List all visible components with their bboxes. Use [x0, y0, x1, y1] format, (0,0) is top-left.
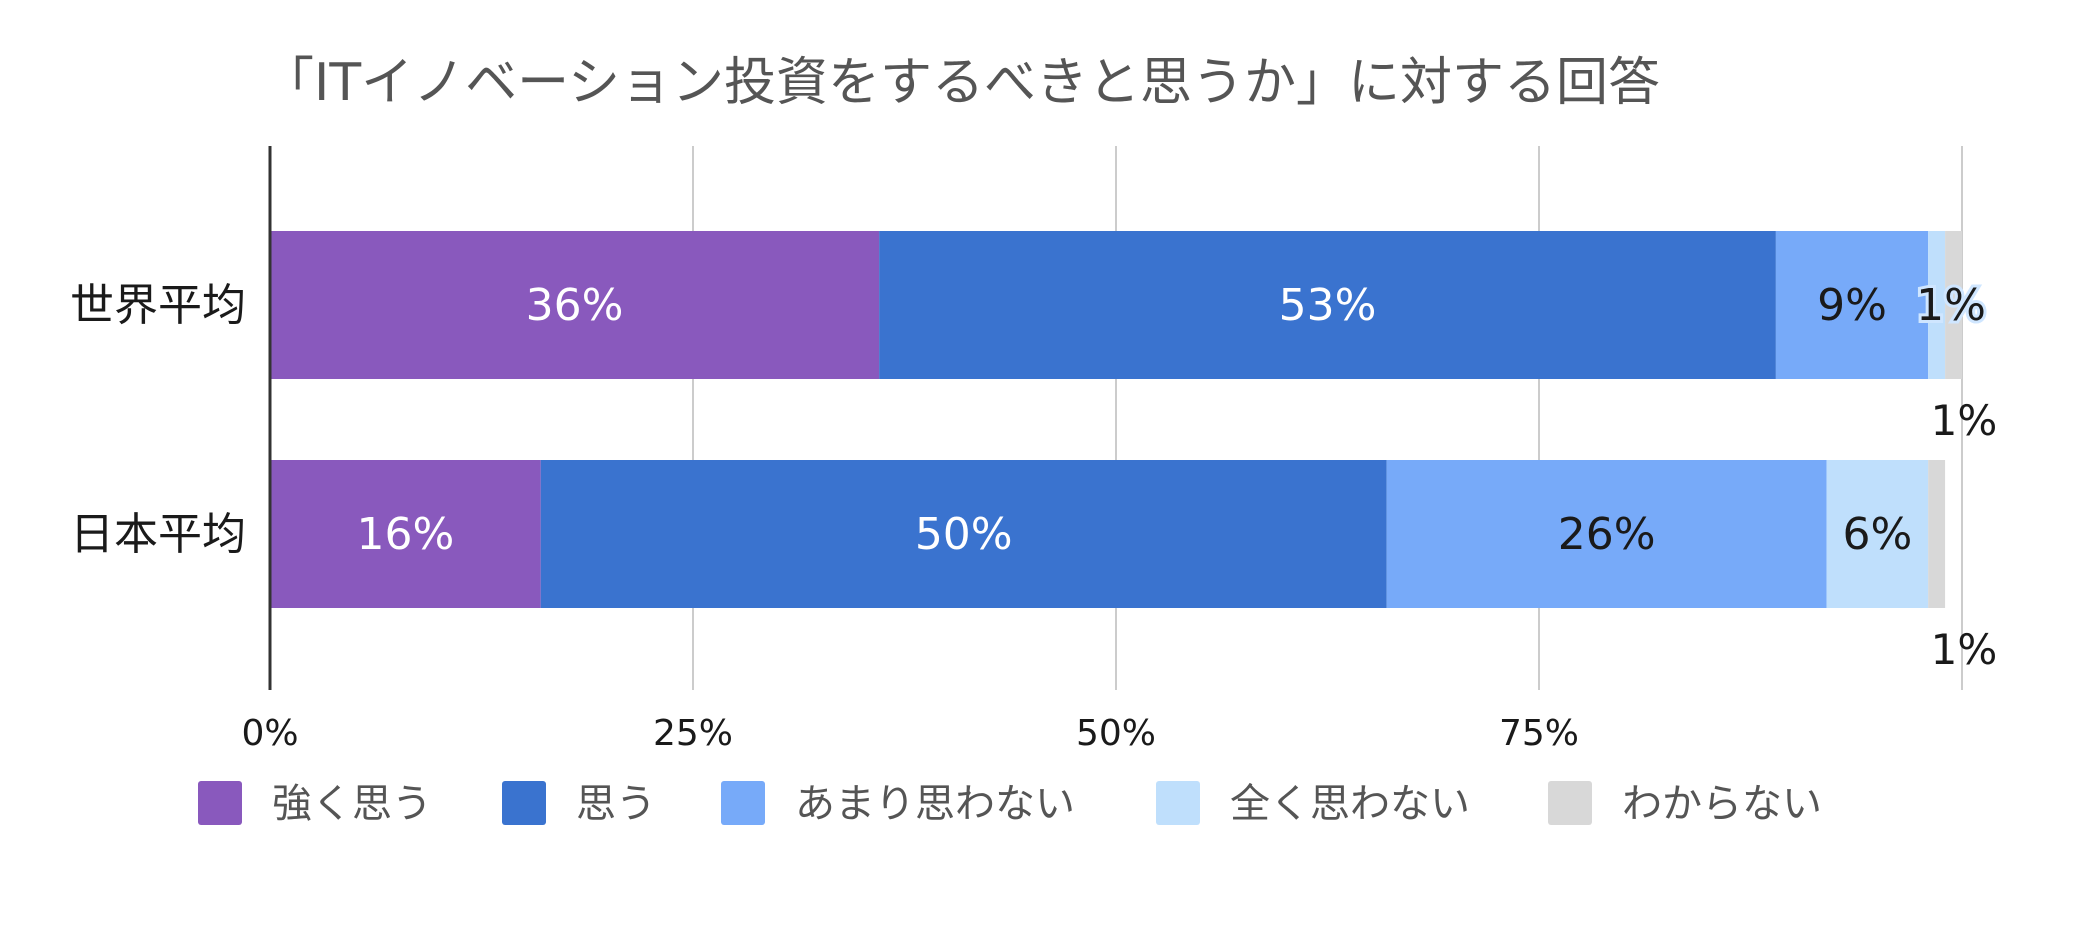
bar-segment: [1775, 231, 1929, 379]
bar-segment: [1826, 460, 1929, 608]
legend-label: あまり思わない: [795, 781, 1075, 827]
chart-title: 「ITイノベーション投資をするべきと思うか」に対する回答: [262, 53, 1660, 113]
x-tick-label: 75%: [1499, 713, 1579, 754]
data-label: 9%: [1817, 280, 1887, 331]
data-label: 53%: [1279, 280, 1377, 331]
legend-item: わからない: [1548, 781, 1822, 827]
bars: [270, 231, 1962, 608]
bar-segment: [879, 231, 1776, 379]
bar-segment: [270, 460, 541, 608]
legend-swatch: [721, 781, 765, 825]
legend-label: 思う: [576, 781, 656, 827]
legend-swatch: [198, 781, 242, 825]
legend-label: 強く思う: [272, 781, 432, 827]
legend-swatch: [1156, 781, 1200, 825]
data-label: 6%: [1842, 509, 1912, 560]
category-label: 日本平均: [70, 509, 246, 560]
legend-item: 思う: [502, 781, 656, 827]
data-label: 36%: [526, 280, 624, 331]
bar-segment: [540, 460, 1387, 608]
data-label: 1%: [1931, 396, 1998, 445]
legend-swatch: [1548, 781, 1592, 825]
data-labels: 36% 53% 9% 1% 1% 16% 50% 26% 6% 1%: [356, 277, 1998, 674]
x-tick-label: 0%: [241, 713, 298, 754]
bar-segment: [1386, 460, 1827, 608]
bar-segment: [270, 231, 880, 379]
legend-item: 全く思わない: [1156, 781, 1470, 827]
legend: 強く思う 思う あまり思わない 全く思わない わからない: [198, 781, 1822, 827]
category-label: 世界平均: [70, 280, 246, 331]
x-tick-label: 25%: [653, 713, 733, 754]
legend-label: わからない: [1622, 781, 1822, 827]
legend-item: あまり思わない: [721, 781, 1075, 827]
bar-segment: [1945, 231, 1962, 379]
legend-swatch: [502, 781, 546, 825]
data-label: 1%: [1931, 625, 1998, 674]
data-label: 16%: [356, 509, 454, 560]
data-label: 26%: [1558, 509, 1656, 560]
bar-segment: [1928, 231, 1946, 379]
legend-label: 全く思わない: [1230, 781, 1470, 827]
legend-item: 強く思う: [198, 781, 432, 827]
bar-segment: [1928, 460, 1946, 608]
data-label: 50%: [915, 509, 1013, 560]
gridlines: [692, 146, 1963, 690]
data-label: 1%: [1916, 280, 1986, 331]
x-tick-label: 50%: [1076, 713, 1156, 754]
